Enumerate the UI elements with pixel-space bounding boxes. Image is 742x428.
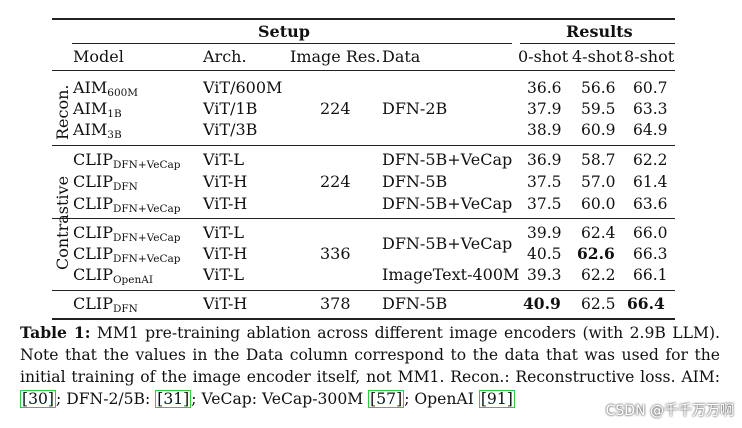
header-rule	[52, 70, 675, 71]
contrastive1-res: 224	[320, 172, 351, 191]
contrastive2-res: 336	[320, 244, 351, 263]
row10-res: 378	[320, 294, 351, 313]
watermark: CSDN @千千万万啊	[605, 403, 734, 419]
row10-8shot: 66.4	[627, 294, 665, 313]
recon-res: 224	[320, 99, 351, 118]
row4-model: CLIPDFN+VeCap	[73, 150, 181, 171]
row1-arch: ViT/600M	[203, 78, 283, 97]
row10-model: CLIPDFN	[73, 294, 138, 315]
col-model: Model	[73, 47, 124, 66]
caption-text-1: MM1 pre-training ablation across differe…	[20, 324, 720, 386]
row6-8shot: 63.6	[633, 195, 668, 213]
row8-0shot: 40.5	[527, 245, 562, 263]
row2-0shot: 37.9	[527, 100, 562, 118]
citation-link-91[interactable]: [91]	[478, 390, 515, 408]
row10-arch: ViT-H	[203, 294, 248, 313]
row1-model: AIM600M	[73, 78, 139, 99]
col-res: Image Res.	[290, 47, 381, 66]
row6-0shot: 37.5	[527, 195, 562, 213]
group-recon: Recon.	[53, 84, 72, 141]
row1-0shot: 36.6	[527, 79, 562, 97]
col-8shot: 8-shot	[624, 47, 675, 66]
row6-4shot: 60.0	[581, 195, 616, 213]
row1-8shot: 60.7	[633, 79, 668, 97]
col-arch: Arch.	[203, 47, 247, 66]
bottom-rule	[52, 318, 675, 320]
row5-8shot: 61.4	[633, 173, 668, 191]
row5-arch: ViT-H	[203, 172, 248, 191]
caption-text-4: ; OpenAI	[404, 390, 479, 408]
table-caption: Table 1: MM1 pre-training ablation acros…	[20, 322, 720, 410]
row2-arch: ViT/1B	[203, 99, 258, 118]
row6-model: CLIPDFN+VeCap	[73, 194, 181, 215]
row10-data: DFN-5B	[382, 294, 448, 313]
group-contrastive: Contrastive	[53, 175, 72, 270]
citation-link-31[interactable]: [31]	[155, 390, 192, 408]
row3-4shot: 60.9	[581, 121, 616, 139]
row9-8shot: 66.1	[633, 266, 668, 284]
col-0shot: 0-shot	[518, 47, 569, 66]
recon-rule	[52, 145, 675, 146]
row7-0shot: 39.9	[527, 224, 562, 242]
row9-model: CLIPOpenAI	[73, 265, 153, 286]
row10-0shot: 40.9	[523, 294, 561, 313]
row2-model: AIM1B	[73, 99, 122, 120]
row1-4shot: 56.6	[581, 79, 616, 97]
row9-arch: ViT-L	[203, 265, 245, 284]
row2-8shot: 63.3	[633, 100, 668, 118]
row6-arch: ViT-H	[203, 194, 248, 213]
row7-model: CLIPDFN+VeCap	[73, 223, 181, 244]
row8-8shot: 66.3	[633, 245, 668, 263]
row3-0shot: 38.9	[527, 121, 562, 139]
results-underline	[520, 43, 675, 44]
row9-4shot: 62.2	[581, 266, 616, 284]
row5-data: DFN-5B	[382, 172, 448, 191]
row6-data: DFN-5B+VeCap	[382, 194, 513, 213]
row3-arch: ViT/3B	[203, 120, 258, 139]
col-data: Data	[382, 47, 421, 66]
row4-data: DFN-5B+VeCap	[382, 150, 513, 169]
row5-model: CLIPDFN	[73, 172, 138, 193]
contrastive-mid-rule	[52, 218, 675, 219]
row4-8shot: 62.2	[633, 151, 668, 169]
row10-4shot: 62.5	[581, 295, 616, 313]
results-header: Results	[566, 22, 633, 41]
row2-4shot: 59.5	[581, 100, 616, 118]
row7-8shot: 66.0	[633, 224, 668, 242]
caption-text-2: ; DFN-2/5B:	[56, 390, 156, 408]
row7-arch: ViT-L	[203, 223, 245, 242]
row4-0shot: 36.9	[527, 151, 562, 169]
top-rule	[52, 18, 675, 20]
contrastive2-data: DFN-5B+VeCap	[382, 234, 513, 253]
citation-link-57[interactable]: [57]	[368, 390, 405, 408]
row7-4shot: 62.4	[581, 224, 616, 242]
row8-4shot: 62.6	[577, 244, 615, 263]
row4-arch: ViT-L	[203, 150, 245, 169]
row4-4shot: 58.7	[581, 151, 616, 169]
row3-model: AIM3B	[73, 120, 122, 141]
setup-underline	[72, 43, 512, 44]
setup-header: Setup	[258, 22, 310, 41]
row3-8shot: 64.9	[633, 121, 668, 139]
row9-data: ImageText-400M	[382, 265, 520, 284]
row8-arch: ViT-H	[203, 244, 248, 263]
row5-0shot: 37.5	[527, 173, 562, 191]
final-row-rule	[52, 290, 675, 291]
recon-data: DFN-2B	[382, 99, 448, 118]
row8-model: CLIPDFN+VeCap	[73, 244, 181, 265]
caption-label: Table 1:	[20, 323, 91, 342]
caption-text-3: ; VeCap: VeCap-300M	[191, 390, 369, 408]
citation-link-30[interactable]: [30]	[20, 390, 57, 408]
col-4shot: 4-shot	[572, 47, 623, 66]
row9-0shot: 39.3	[527, 266, 562, 284]
row5-4shot: 57.0	[581, 173, 616, 191]
